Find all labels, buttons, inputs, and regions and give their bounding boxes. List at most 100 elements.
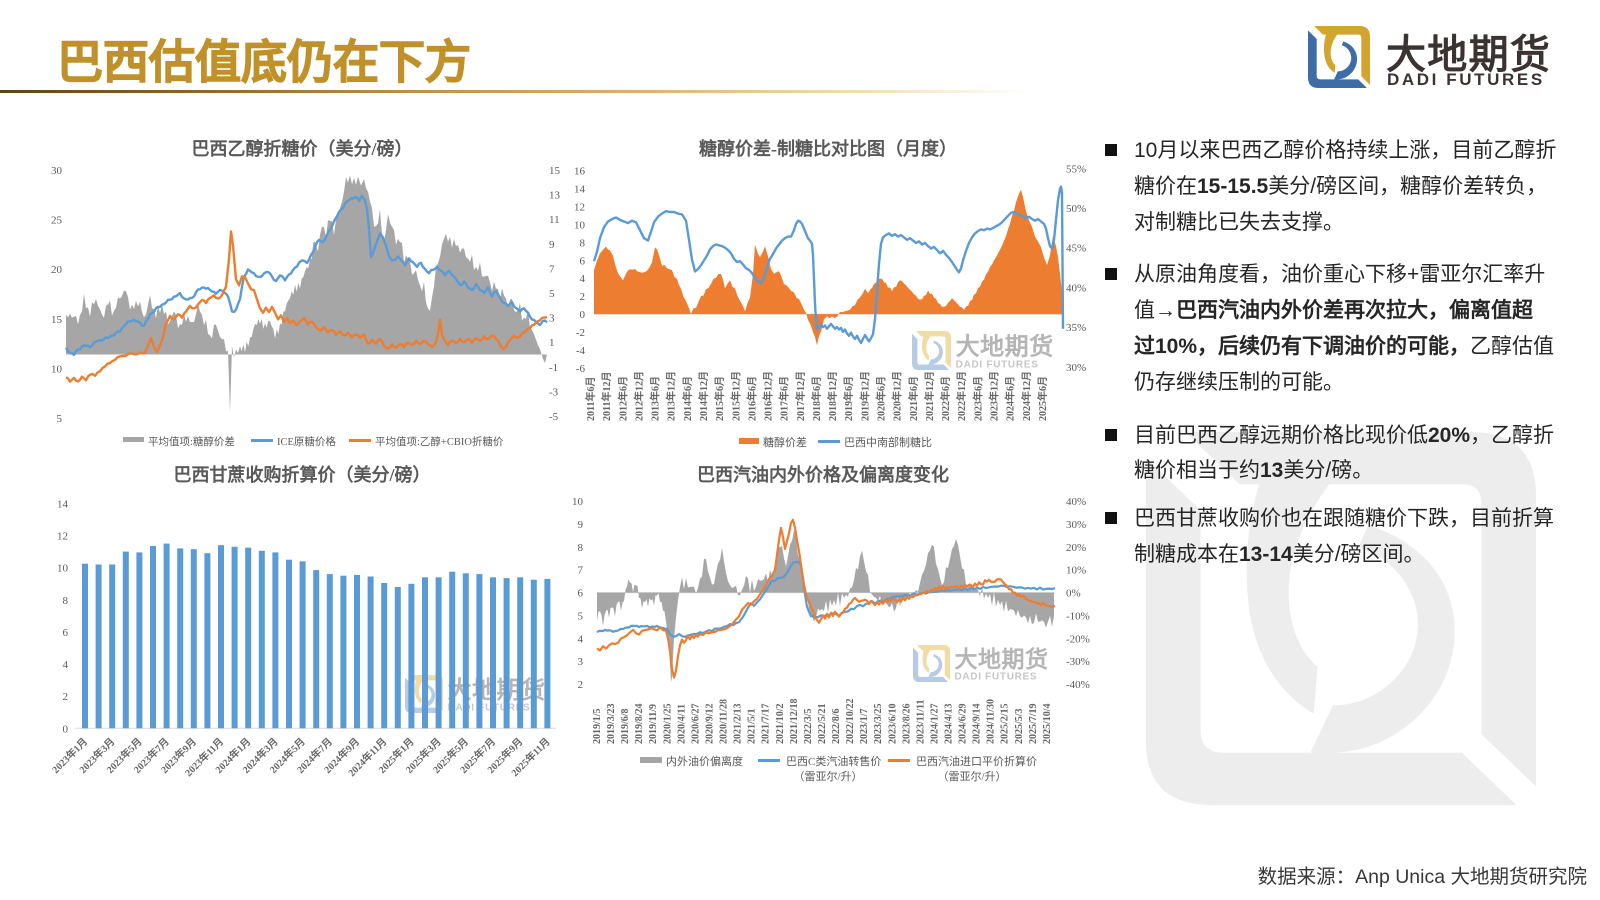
svg-text:2025/10/4: 2025/10/4	[1042, 703, 1053, 744]
svg-text:2019/3/23: 2019/3/23	[606, 703, 617, 744]
svg-text:2014年6月: 2014年6月	[681, 376, 694, 421]
svg-text:巴西C类汽油转售价: 巴西C类汽油转售价	[786, 754, 881, 768]
svg-text:8: 8	[580, 237, 586, 249]
svg-text:巴西中南部制糖比: 巴西中南部制糖比	[844, 435, 932, 449]
svg-text:6: 6	[580, 255, 586, 267]
svg-text:2014年12月: 2014年12月	[697, 371, 710, 421]
svg-text:-20%: -20%	[1066, 633, 1090, 645]
svg-text:2022年6月: 2022年6月	[939, 376, 952, 421]
svg-text:2019/1/5: 2019/1/5	[592, 708, 603, 744]
svg-text:5: 5	[57, 413, 63, 425]
svg-text:14: 14	[57, 498, 69, 510]
svg-text:2020/6/27: 2020/6/27	[690, 703, 701, 744]
svg-text:55%: 55%	[1066, 163, 1086, 175]
svg-text:40%: 40%	[1066, 282, 1086, 294]
svg-text:2015年6月: 2015年6月	[713, 376, 726, 421]
svg-text:2024/9/14: 2024/9/14	[972, 703, 983, 744]
svg-text:2022/5/21: 2022/5/21	[817, 703, 828, 744]
svg-text:6: 6	[63, 627, 69, 639]
svg-text:4: 4	[578, 633, 584, 645]
svg-text:平均值项:糖醇价差: 平均值项:糖醇价差	[148, 435, 235, 448]
svg-text:2022年12月: 2022年12月	[955, 371, 968, 421]
svg-text:1: 1	[549, 337, 555, 349]
svg-text:2024/6/29: 2024/6/29	[958, 703, 969, 744]
svg-text:4: 4	[580, 273, 586, 285]
svg-text:4: 4	[63, 659, 69, 671]
svg-text:-3: -3	[549, 386, 559, 398]
svg-text:3: 3	[549, 313, 555, 325]
svg-text:15: 15	[549, 165, 561, 177]
svg-text:0: 0	[580, 309, 586, 321]
svg-text:2012年12月: 2012年12月	[632, 371, 645, 421]
svg-text:巴西甘蔗收购折算价（美分/磅）: 巴西甘蔗收购折算价（美分/磅）	[174, 464, 431, 485]
svg-text:2020/11/28: 2020/11/28	[719, 699, 730, 744]
svg-text:20: 20	[51, 264, 63, 276]
svg-text:2023年12月: 2023年12月	[988, 371, 1001, 421]
svg-text:糖醇价差-制糖比对比图（月度）: 糖醇价差-制糖比对比图（月度）	[699, 138, 957, 159]
svg-text:2021/5/1: 2021/5/1	[747, 708, 758, 744]
svg-text:25: 25	[51, 215, 63, 227]
svg-text:2024/4/13: 2024/4/13	[944, 703, 955, 744]
svg-text:-40%: -40%	[1066, 679, 1090, 691]
svg-text:9: 9	[578, 519, 584, 531]
svg-text:2020年12月: 2020年12月	[891, 371, 904, 421]
svg-text:2023/6/10: 2023/6/10	[887, 703, 898, 744]
svg-text:2013年6月: 2013年6月	[649, 376, 662, 421]
svg-text:2011年12月: 2011年12月	[600, 372, 613, 421]
svg-text:2021/12/18: 2021/12/18	[789, 698, 800, 744]
svg-text:DADI FUTURES: DADI FUTURES	[448, 702, 531, 713]
svg-text:2012年6月: 2012年6月	[616, 376, 629, 421]
svg-text:-30%: -30%	[1066, 656, 1090, 668]
svg-text:2020/9/12: 2020/9/12	[705, 703, 716, 744]
svg-text:0%: 0%	[1066, 588, 1081, 600]
svg-text:3: 3	[578, 656, 584, 668]
svg-text:巴西汽油进口平价折算价: 巴西汽油进口平价折算价	[916, 754, 1037, 768]
svg-text:2023/8/26: 2023/8/26	[901, 703, 912, 744]
svg-text:11: 11	[549, 214, 560, 226]
svg-text:20%: 20%	[1066, 542, 1086, 554]
svg-text:2: 2	[580, 291, 586, 303]
svg-text:2022/10/22: 2022/10/22	[845, 698, 856, 744]
svg-text:2016年6月: 2016年6月	[745, 376, 758, 421]
svg-text:2019年12月: 2019年12月	[858, 371, 871, 421]
svg-text:（雷亚尔/升）: （雷亚尔/升）	[793, 770, 862, 783]
svg-text:DADI FUTURES: DADI FUTURES	[954, 671, 1037, 682]
svg-text:10: 10	[57, 563, 69, 575]
svg-text:2019年6月: 2019年6月	[842, 376, 855, 421]
svg-text:2022/8/6: 2022/8/6	[831, 708, 842, 744]
svg-text:（雷亚尔/升）: （雷亚尔/升）	[937, 770, 1006, 783]
svg-text:2025/2/15: 2025/2/15	[1000, 703, 1011, 744]
svg-text:10: 10	[51, 363, 63, 375]
svg-text:2023年6月: 2023年6月	[971, 376, 984, 421]
svg-text:-4: -4	[576, 345, 586, 357]
svg-text:2025年6月: 2025年6月	[1036, 376, 1049, 421]
svg-text:2021/2/13: 2021/2/13	[733, 703, 744, 744]
svg-text:2017年12月: 2017年12月	[794, 371, 807, 421]
svg-text:2015年12月: 2015年12月	[729, 371, 742, 421]
svg-text:5: 5	[549, 288, 555, 300]
svg-text:内外油价偏离度: 内外油价偏离度	[666, 754, 743, 768]
svg-text:-6: -6	[576, 363, 586, 375]
svg-text:16: 16	[574, 166, 586, 178]
svg-text:2: 2	[578, 679, 584, 691]
svg-text:2019/11/9: 2019/11/9	[648, 704, 659, 744]
svg-text:8: 8	[63, 595, 69, 607]
svg-text:2020/4/11: 2020/4/11	[676, 704, 687, 744]
svg-text:2020年6月: 2020年6月	[875, 376, 888, 421]
svg-text:2024年6月: 2024年6月	[1004, 376, 1017, 421]
svg-text:40%: 40%	[1066, 496, 1086, 508]
svg-text:DADI FUTURES: DADI FUTURES	[956, 359, 1039, 370]
svg-text:15: 15	[51, 314, 63, 326]
svg-text:-5: -5	[549, 411, 559, 423]
svg-text:14: 14	[574, 183, 586, 195]
svg-text:45%: 45%	[1066, 243, 1086, 255]
svg-text:大地期货: 大地期货	[954, 646, 1048, 672]
svg-text:7: 7	[549, 263, 555, 275]
svg-text:7: 7	[578, 565, 584, 577]
svg-text:2023/11/11: 2023/11/11	[915, 700, 926, 744]
svg-text:10: 10	[572, 496, 584, 508]
svg-text:10: 10	[574, 219, 586, 231]
svg-text:8: 8	[578, 542, 584, 554]
svg-text:2019/8/24: 2019/8/24	[634, 703, 645, 744]
svg-text:30%: 30%	[1066, 362, 1086, 374]
